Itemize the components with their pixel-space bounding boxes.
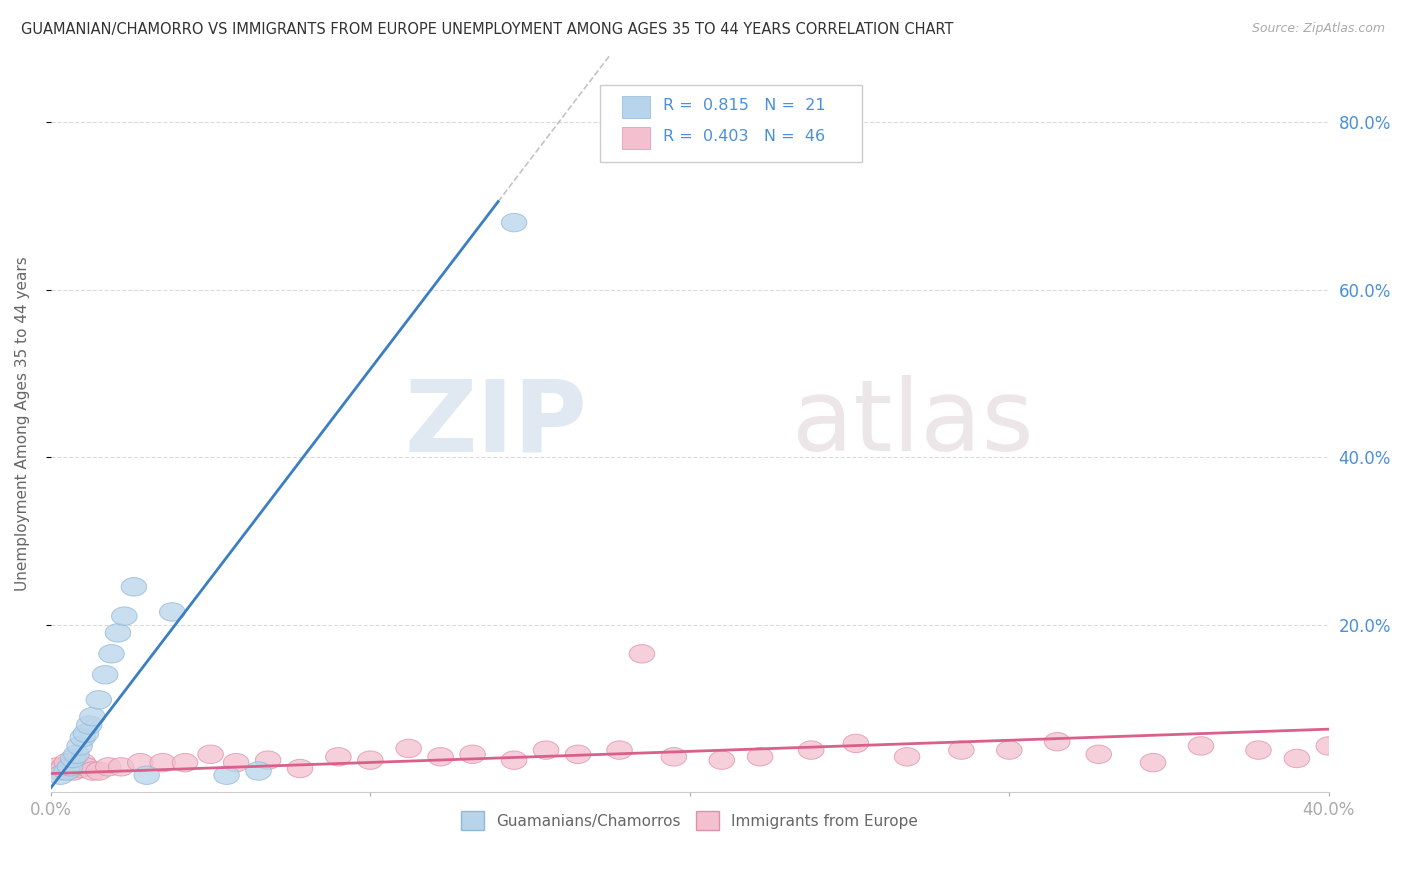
Ellipse shape <box>73 724 98 742</box>
Ellipse shape <box>173 754 198 772</box>
Ellipse shape <box>502 751 527 770</box>
Ellipse shape <box>70 754 96 772</box>
Ellipse shape <box>396 739 422 757</box>
Ellipse shape <box>53 762 80 780</box>
Ellipse shape <box>661 747 686 766</box>
Ellipse shape <box>51 757 76 776</box>
Ellipse shape <box>502 213 527 232</box>
Ellipse shape <box>70 729 96 747</box>
Ellipse shape <box>799 741 824 759</box>
Ellipse shape <box>63 757 89 776</box>
Ellipse shape <box>96 757 121 776</box>
Legend: Guamanians/Chamorros, Immigrants from Europe: Guamanians/Chamorros, Immigrants from Eu… <box>456 805 924 836</box>
Ellipse shape <box>1316 737 1341 756</box>
Ellipse shape <box>105 624 131 642</box>
Ellipse shape <box>214 766 239 784</box>
Ellipse shape <box>198 745 224 764</box>
Ellipse shape <box>748 747 773 766</box>
Ellipse shape <box>844 734 869 753</box>
Ellipse shape <box>1045 732 1070 751</box>
Ellipse shape <box>150 754 176 772</box>
Ellipse shape <box>121 578 146 596</box>
Ellipse shape <box>326 747 352 766</box>
Ellipse shape <box>1188 737 1213 756</box>
Ellipse shape <box>76 715 103 734</box>
Ellipse shape <box>1284 749 1309 768</box>
Text: ZIP: ZIP <box>405 375 588 472</box>
Ellipse shape <box>67 737 93 756</box>
Ellipse shape <box>1140 754 1166 772</box>
Ellipse shape <box>80 707 105 726</box>
Text: R =  0.403   N =  46: R = 0.403 N = 46 <box>664 129 825 145</box>
FancyBboxPatch shape <box>621 127 650 149</box>
Text: Source: ZipAtlas.com: Source: ZipAtlas.com <box>1251 22 1385 36</box>
Ellipse shape <box>48 766 73 784</box>
Text: R =  0.815   N =  21: R = 0.815 N = 21 <box>664 98 825 113</box>
Ellipse shape <box>108 757 134 776</box>
Text: atlas: atlas <box>792 375 1033 472</box>
Ellipse shape <box>894 747 920 766</box>
Ellipse shape <box>949 741 974 759</box>
Ellipse shape <box>134 766 159 784</box>
Ellipse shape <box>60 762 86 780</box>
Text: GUAMANIAN/CHAMORRO VS IMMIGRANTS FROM EUROPE UNEMPLOYMENT AMONG AGES 35 TO 44 YE: GUAMANIAN/CHAMORRO VS IMMIGRANTS FROM EU… <box>21 22 953 37</box>
Ellipse shape <box>224 754 249 772</box>
Ellipse shape <box>53 754 80 772</box>
Ellipse shape <box>533 741 558 759</box>
Y-axis label: Unemployment Among Ages 35 to 44 years: Unemployment Among Ages 35 to 44 years <box>15 256 30 591</box>
Ellipse shape <box>607 741 633 759</box>
Ellipse shape <box>128 754 153 772</box>
Ellipse shape <box>45 757 70 776</box>
Ellipse shape <box>111 607 138 625</box>
Ellipse shape <box>80 762 105 780</box>
Ellipse shape <box>63 745 89 764</box>
Ellipse shape <box>48 762 73 780</box>
Ellipse shape <box>93 665 118 684</box>
Ellipse shape <box>460 745 485 764</box>
Ellipse shape <box>58 757 83 776</box>
Ellipse shape <box>565 745 591 764</box>
Ellipse shape <box>256 751 281 770</box>
Ellipse shape <box>287 759 312 778</box>
Ellipse shape <box>1246 741 1271 759</box>
Ellipse shape <box>1085 745 1112 764</box>
Ellipse shape <box>98 645 124 663</box>
Ellipse shape <box>997 741 1022 759</box>
Ellipse shape <box>357 751 382 770</box>
Ellipse shape <box>73 757 98 776</box>
FancyBboxPatch shape <box>621 95 650 118</box>
Ellipse shape <box>159 603 186 621</box>
Ellipse shape <box>628 645 655 663</box>
Ellipse shape <box>86 762 111 780</box>
Ellipse shape <box>58 759 83 778</box>
Ellipse shape <box>60 749 86 768</box>
Ellipse shape <box>67 759 93 778</box>
Ellipse shape <box>427 747 453 766</box>
FancyBboxPatch shape <box>600 85 862 162</box>
Ellipse shape <box>246 762 271 780</box>
Ellipse shape <box>86 690 111 709</box>
Ellipse shape <box>709 751 734 770</box>
